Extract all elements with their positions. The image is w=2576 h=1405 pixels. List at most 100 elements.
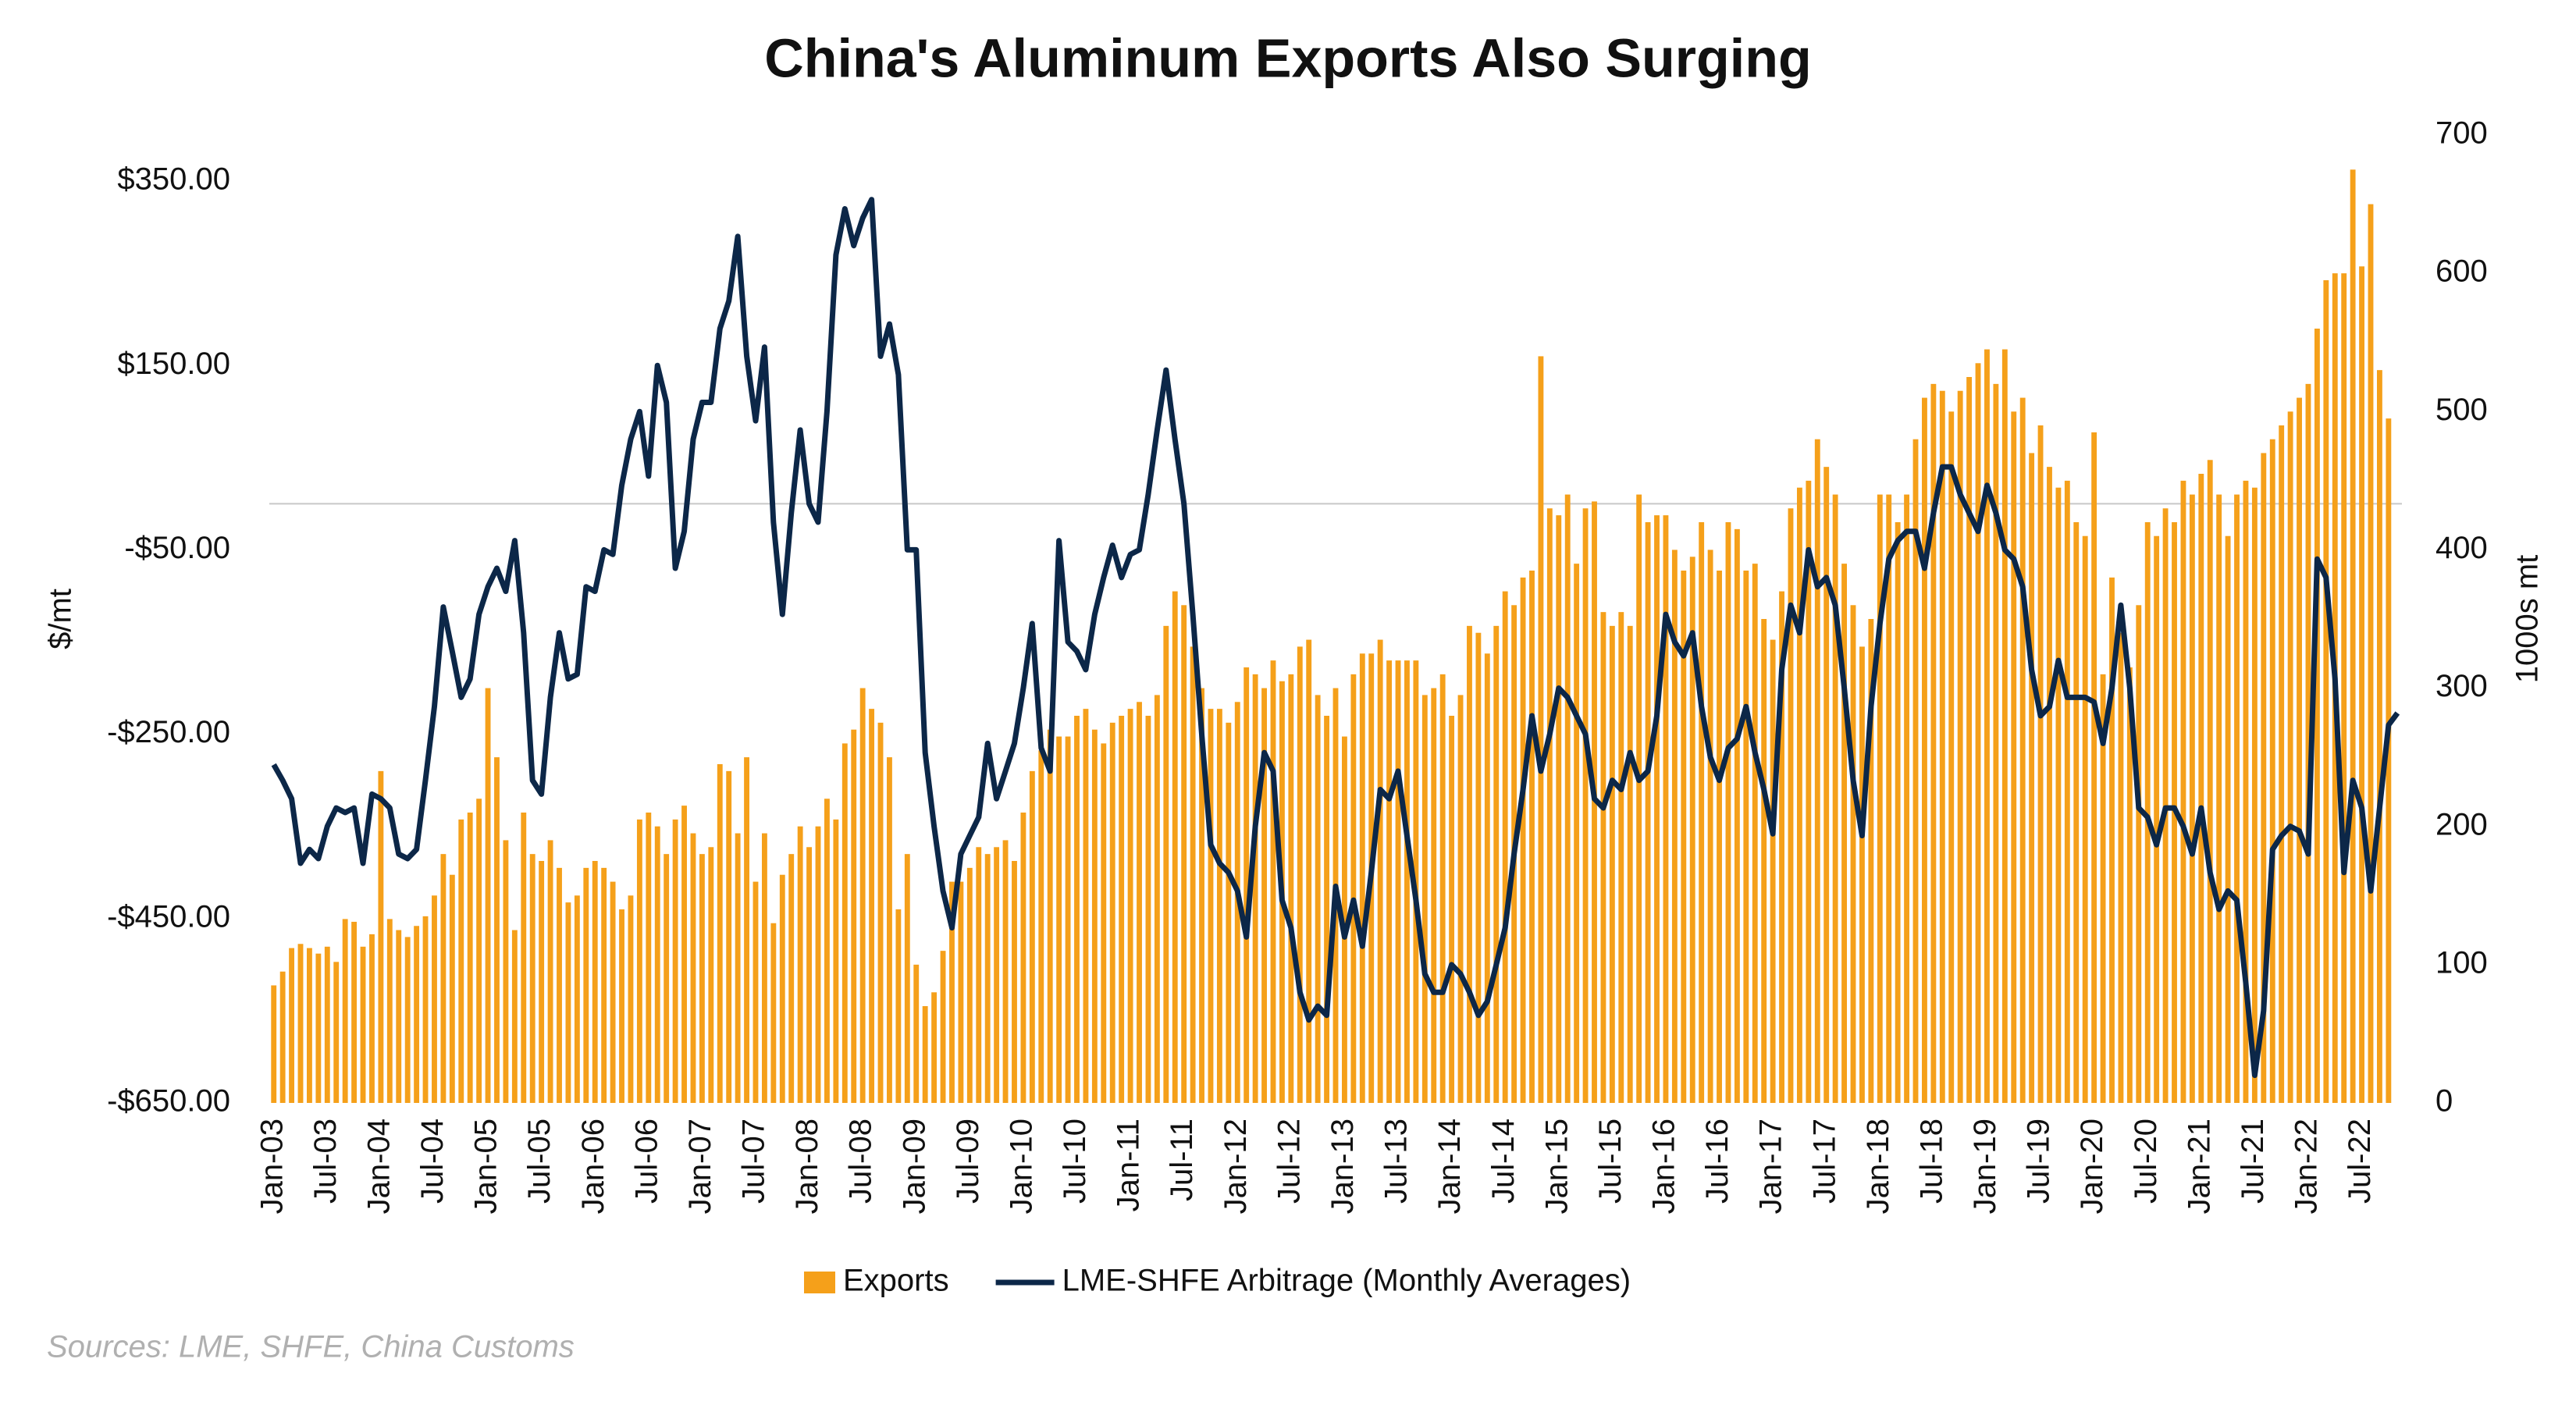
bar <box>2037 425 2044 1103</box>
bar <box>1671 550 1678 1103</box>
x-tick-label: Jan-06 <box>576 1119 610 1214</box>
bar <box>2118 632 2124 1103</box>
bar <box>565 902 571 1103</box>
x-tick-label: Jul-16 <box>1700 1119 1735 1204</box>
bar <box>1145 716 1151 1103</box>
x-tick-label: Jul-06 <box>629 1119 664 1204</box>
legend-label: LME-SHFE Arbitrage (Monthly Averages) <box>1062 1264 1631 1298</box>
y2-tick-label: 200 <box>2435 807 2488 841</box>
bar <box>440 854 447 1103</box>
bar <box>1912 439 1919 1103</box>
bar <box>1190 646 1196 1103</box>
bar <box>744 757 749 1103</box>
bar <box>869 709 875 1103</box>
bar <box>574 895 580 1103</box>
bar <box>2180 480 2186 1103</box>
bar <box>503 840 509 1103</box>
y-tick-label: -$650.00 <box>107 1084 230 1119</box>
bar <box>931 992 938 1103</box>
bar <box>1137 702 1142 1103</box>
bar <box>628 895 634 1103</box>
bar <box>2376 370 2382 1104</box>
bar <box>333 962 340 1103</box>
bar <box>1315 695 1321 1103</box>
bar <box>1725 522 1731 1103</box>
bar <box>1663 515 1669 1103</box>
bar <box>2287 411 2293 1103</box>
bar <box>1627 625 1633 1103</box>
x-tick-label: Jul-11 <box>1165 1119 1199 1201</box>
bar <box>1074 716 1080 1103</box>
bar <box>1484 653 1490 1103</box>
bar <box>779 874 785 1103</box>
bar <box>699 854 705 1103</box>
bar <box>360 946 366 1103</box>
bar <box>1012 861 1017 1103</box>
bar <box>904 854 910 1103</box>
bar <box>1056 736 1062 1103</box>
bar <box>432 895 437 1103</box>
bar <box>1609 625 1615 1103</box>
bar <box>2189 494 2195 1103</box>
bar <box>1208 709 1214 1103</box>
bar <box>2011 411 2017 1103</box>
bar <box>824 799 830 1103</box>
bar <box>859 688 866 1103</box>
bar <box>1707 550 1713 1103</box>
bar <box>2350 169 2356 1103</box>
bar <box>708 847 714 1103</box>
bar <box>770 923 777 1103</box>
x-tick-label: Jul-17 <box>1807 1119 1841 1204</box>
bar <box>467 813 473 1103</box>
bar <box>1002 840 1009 1103</box>
bar <box>1689 557 1695 1103</box>
bar <box>476 799 482 1103</box>
bar <box>1654 515 1660 1103</box>
bar <box>1582 508 1589 1103</box>
bar <box>1904 494 1910 1103</box>
bar <box>1101 743 1107 1103</box>
bar <box>1020 813 1026 1103</box>
bar <box>1743 571 1749 1103</box>
y-axis-label: $/mt <box>44 589 78 649</box>
x-tick-label: Jul-19 <box>2022 1119 2056 1204</box>
bar <box>1421 695 1428 1103</box>
bar <box>2091 432 2097 1103</box>
bar <box>877 722 884 1103</box>
bar <box>2323 280 2329 1103</box>
bar <box>833 819 839 1103</box>
bar <box>485 688 491 1103</box>
x-tick-label: Jan-05 <box>469 1119 503 1214</box>
bar <box>2019 397 2026 1104</box>
bar <box>1404 660 1410 1103</box>
bar <box>1636 494 1642 1103</box>
bar <box>2029 453 2035 1103</box>
bar <box>1181 605 1187 1103</box>
bar <box>984 854 991 1103</box>
bar <box>788 854 795 1103</box>
bar <box>1252 674 1258 1103</box>
x-tick-label: Jan-18 <box>1861 1119 1895 1214</box>
y2-tick-label: 400 <box>2435 531 2488 565</box>
x-tick-label: Jan-20 <box>2075 1119 2109 1214</box>
y-tick-label: $350.00 <box>117 162 230 197</box>
bar <box>1832 494 1838 1103</box>
bar <box>324 946 330 1103</box>
bar <box>307 948 312 1103</box>
bar <box>887 757 892 1103</box>
bar <box>378 770 384 1103</box>
bar <box>1806 480 1812 1103</box>
bar <box>841 743 848 1103</box>
bar <box>1324 716 1329 1103</box>
bar <box>2251 487 2258 1103</box>
bar <box>2359 266 2364 1104</box>
bar <box>1457 695 1464 1103</box>
x-tick-label: Jul-05 <box>522 1119 557 1204</box>
bar <box>271 985 277 1103</box>
bar <box>1734 528 1740 1103</box>
bar <box>2100 674 2106 1103</box>
y-tick-label: -$250.00 <box>107 715 230 749</box>
bar <box>1529 571 1535 1103</box>
x-tick-label: Jul-08 <box>844 1119 878 1204</box>
bar <box>1556 515 1562 1103</box>
